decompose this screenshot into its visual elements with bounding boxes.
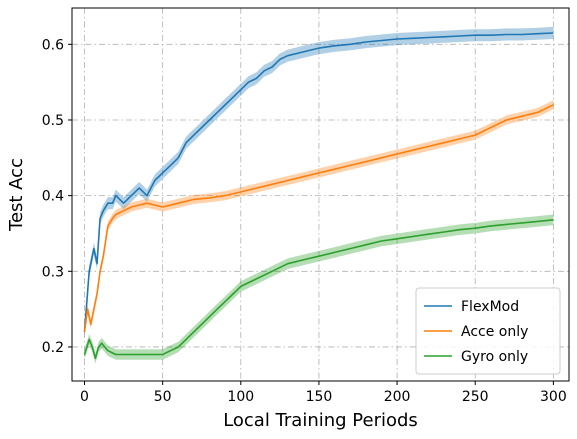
legend-box xyxy=(415,287,561,375)
y-tick-label: 0.3 xyxy=(42,264,64,280)
legend-label-2: Gyro only xyxy=(461,349,528,365)
series-line-0 xyxy=(83,32,554,332)
x-tick-label: 250 xyxy=(462,389,489,405)
legend: FlexMod Acce only Gyro only xyxy=(415,287,561,375)
series-lines xyxy=(83,32,554,360)
confidence-bands xyxy=(84,26,554,364)
series-line-2 xyxy=(83,219,554,360)
x-tick-label: 50 xyxy=(154,389,172,405)
series-band-1 xyxy=(84,100,554,337)
x-tick-label: 0 xyxy=(80,389,89,405)
legend-label-0: FlexMod xyxy=(461,299,519,315)
x-axis-label: Local Training Periods xyxy=(223,410,418,431)
y-tick-label: 0.2 xyxy=(42,340,64,356)
series-band-2 xyxy=(84,214,554,364)
series-line-1 xyxy=(83,104,554,332)
x-tick-label: 100 xyxy=(227,389,254,405)
y-tick-label: 0.4 xyxy=(42,189,64,205)
axis-ticks: 0 50 100 150 200 250 300 0.2 0.3 0.4 0.5 0.6 xyxy=(42,37,567,405)
y-tick-label: 0.6 xyxy=(42,37,64,53)
y-axis-label: Test Acc xyxy=(6,158,27,232)
x-tick-label: 200 xyxy=(384,389,411,405)
y-tick-label: 0.5 xyxy=(42,113,64,129)
legend-label-1: Acce only xyxy=(461,324,528,340)
plot-frame xyxy=(71,7,570,382)
x-tick-label: 150 xyxy=(306,389,333,405)
x-tick-label: 300 xyxy=(540,389,567,405)
